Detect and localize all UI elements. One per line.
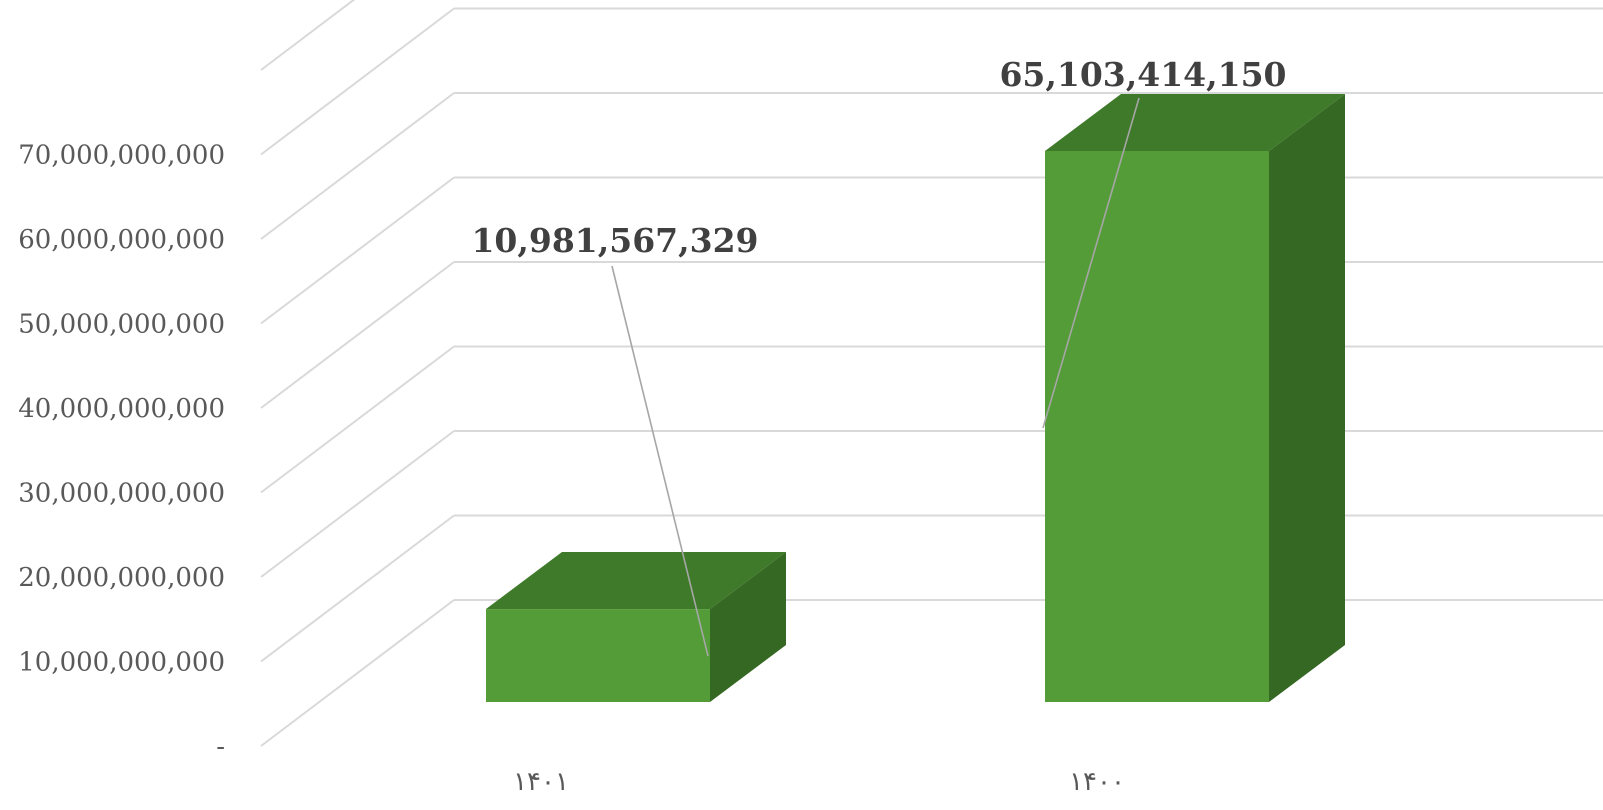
gridline-side [260, 345, 455, 494]
bars [486, 94, 1345, 702]
y-tick-label: 30,000,000,000 [18, 479, 225, 509]
gridline-side [260, 0, 356, 71]
y-tick-label: 10,000,000,000 [18, 648, 225, 678]
data-label-leader-line [1042, 97, 1140, 429]
y-tick-label: - [216, 732, 225, 762]
y-tick-label: 50,000,000,000 [18, 310, 225, 340]
bar-side [710, 552, 786, 702]
y-tick-label: 70,000,000,000 [18, 141, 225, 171]
data-labels: 10,981,567,329 65,103,414,150 [471, 55, 1287, 657]
x-axis-category-labels: ۱۴۰۱ ۱۴۰۰ [513, 767, 1125, 797]
bar-front [1045, 151, 1269, 702]
gridline-side [260, 261, 455, 409]
y-axis-tick-labels: - 10,000,000,000 20,000,000,000 30,000,000,… [18, 141, 225, 763]
gridline-side [260, 514, 455, 663]
gridline-side [260, 7, 455, 156]
y-tick-label: 60,000,000,000 [18, 225, 225, 255]
bar-front [486, 609, 710, 702]
y-tick-label: 20,000,000,000 [18, 563, 225, 593]
gridline-side [260, 92, 455, 240]
bar-top [1045, 94, 1345, 151]
gridline-side [260, 430, 455, 578]
data-label: 65,103,414,150 [999, 55, 1286, 94]
x-category-label: ۱۴۰۰ [1069, 767, 1125, 797]
gridline-side [260, 599, 455, 747]
x-category-label: ۱۴۰۱ [513, 767, 569, 797]
y-tick-label: 40,000,000,000 [18, 394, 225, 424]
bar-side [1269, 94, 1345, 702]
gridline-side [260, 176, 455, 325]
data-label-leader-line [611, 265, 709, 657]
data-label: 10,981,567,329 [471, 221, 758, 260]
gridlines [260, 0, 1603, 747]
bar-top [486, 552, 786, 610]
